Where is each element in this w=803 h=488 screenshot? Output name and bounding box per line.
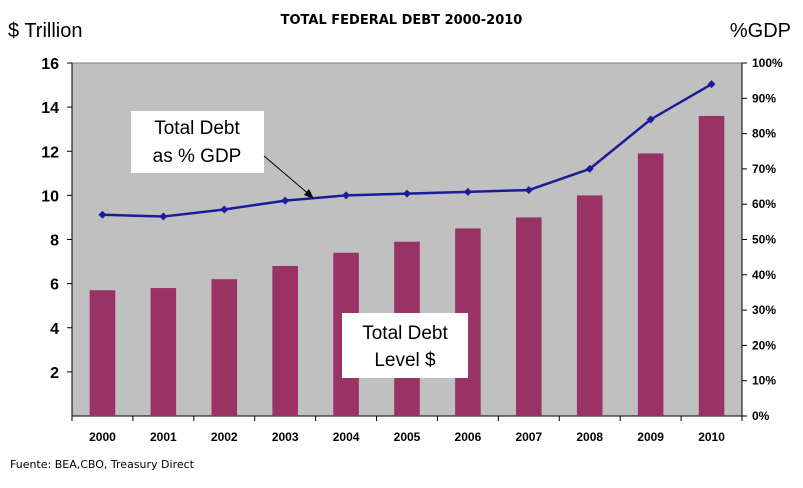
left-axis-tick-label: 16 bbox=[41, 56, 59, 73]
line-annotation-text: Total Debt bbox=[154, 118, 240, 139]
debt-gdp-point bbox=[403, 189, 411, 198]
x-axis-tick-label: 2009 bbox=[637, 430, 664, 444]
right-axis-tick-label: 30% bbox=[752, 303, 776, 317]
left-axis-tick-label: 2 bbox=[50, 365, 59, 382]
debt-gdp-point bbox=[159, 212, 168, 221]
line-annotation-arrowhead bbox=[304, 189, 314, 199]
debt-gdp-point bbox=[585, 164, 594, 173]
debt-bar bbox=[89, 290, 116, 416]
right-axis-tick-label: 80% bbox=[752, 127, 776, 141]
line-annotation-box bbox=[131, 111, 264, 173]
debt-gdp-point bbox=[707, 80, 716, 89]
left-axis-tick-label: 14 bbox=[41, 100, 59, 117]
debt-bar bbox=[698, 115, 725, 416]
line-annotation-arrow bbox=[263, 155, 312, 197]
x-axis-tick-label: 2000 bbox=[89, 430, 116, 444]
debt-bar bbox=[516, 217, 542, 416]
right-axis-tick-label: 0% bbox=[752, 409, 770, 423]
right-axis-tick-label: 100% bbox=[752, 56, 783, 70]
x-axis-tick-label: 2002 bbox=[211, 430, 238, 444]
bar-annotation-box bbox=[342, 313, 468, 378]
debt-gdp-point bbox=[98, 210, 107, 219]
left-axis-tick-label: 12 bbox=[41, 144, 59, 161]
line-annotation-text: as % GDP bbox=[153, 146, 242, 167]
right-axis-tick-label: 70% bbox=[752, 162, 776, 176]
x-axis-tick-label: 2001 bbox=[150, 430, 177, 444]
debt-bar bbox=[272, 265, 298, 416]
left-axis-tick-label: 10 bbox=[41, 188, 59, 205]
left-axis-tick-label: 4 bbox=[50, 321, 59, 338]
x-axis-tick-label: 2007 bbox=[515, 430, 542, 444]
debt-bar bbox=[637, 153, 664, 417]
right-axis-tick-label: 40% bbox=[752, 268, 776, 282]
bar-annotation-text: Total Debt bbox=[362, 323, 448, 344]
right-axis-tick-label: 60% bbox=[752, 197, 776, 211]
right-axis-tick-label: 90% bbox=[752, 91, 776, 105]
x-axis-tick-label: 2006 bbox=[455, 430, 482, 444]
x-axis-tick-label: 2005 bbox=[394, 430, 421, 444]
debt-bar bbox=[576, 195, 603, 416]
left-axis-tick-label: 8 bbox=[50, 233, 59, 250]
debt-gdp-point bbox=[342, 191, 351, 200]
source-note: Fuente: BEA,CBO, Treasury Direct bbox=[10, 458, 194, 471]
debt-gdp-point bbox=[646, 115, 655, 124]
chart-title: TOTAL FEDERAL DEBT 2000-2010 bbox=[280, 13, 523, 28]
right-axis-tick-label: 20% bbox=[752, 338, 776, 352]
right-axis-unit-label: %GDP bbox=[729, 20, 791, 42]
left-axis-unit-label: $ Trillion bbox=[8, 20, 83, 42]
x-axis-tick-label: 2004 bbox=[333, 430, 360, 444]
x-axis-tick-label: 2003 bbox=[272, 430, 299, 444]
debt-gdp-point bbox=[463, 187, 472, 196]
debt-bar bbox=[211, 279, 238, 416]
debt-gdp-point bbox=[524, 186, 533, 195]
x-axis-tick-label: 2010 bbox=[698, 430, 725, 444]
right-axis-tick-label: 10% bbox=[752, 374, 776, 388]
right-axis-tick-label: 50% bbox=[752, 233, 776, 247]
debt-bar bbox=[150, 288, 177, 416]
debt-gdp-point bbox=[281, 196, 290, 205]
x-axis-tick-label: 2008 bbox=[576, 430, 603, 444]
left-axis-tick-label: 6 bbox=[50, 277, 59, 294]
debt-gdp-point bbox=[220, 205, 229, 214]
bar-annotation-text: Level $ bbox=[374, 350, 436, 371]
